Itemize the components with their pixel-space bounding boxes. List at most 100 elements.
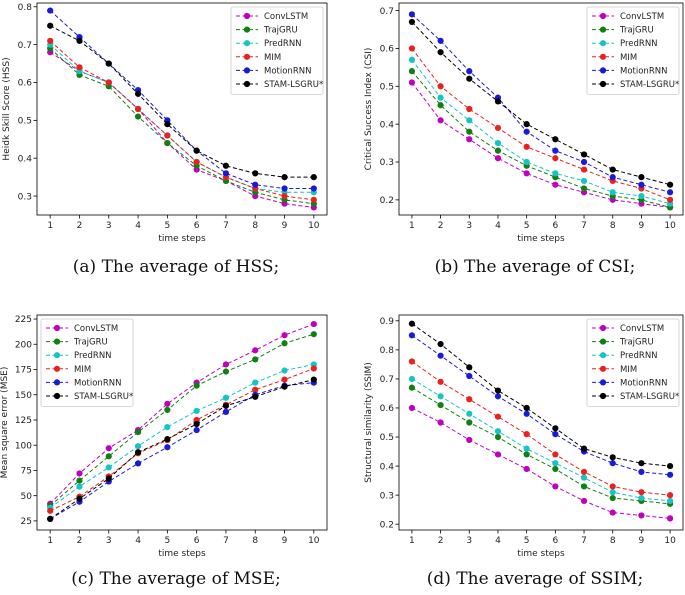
y-tick-label: 0.8 [380,346,395,356]
y-tick-label: 50 [21,492,33,502]
data-point [666,515,674,522]
data-point [310,185,317,192]
y-tick-label: 0.5 [380,82,394,92]
data-point [105,60,112,67]
data-point [466,68,473,75]
y-tick-label: 0.7 [18,41,32,51]
y-axis-label: Heidk Skill Score (HSS) [2,57,12,160]
x-tick-label: 5 [164,536,170,546]
legend-label: ConvLSTM [74,324,118,334]
data-point [164,139,171,147]
series-line [411,82,671,208]
legend: ConvLSTM TrajGRU PredRNN MIM MotionRNN STAM-L… [586,6,680,95]
data-point [408,18,416,26]
y-tick-label: 0.8 [18,3,33,13]
data-point [193,158,200,166]
y-axis-label: Critical Success Index (CSI) [364,48,374,171]
series-line [411,378,671,502]
legend-label: ConvLSTM [620,12,664,22]
data-point [523,158,530,166]
data-point [523,445,530,452]
x-tick-label: 3 [106,221,112,231]
x-tick-label: 1 [47,221,53,231]
x-tick-label: 2 [438,536,444,546]
x-tick-label: 6 [194,221,200,231]
data-point [134,449,142,456]
legend-marker [599,338,607,345]
data-point [47,507,54,514]
data-point [638,468,645,475]
y-tick-label: 75 [21,467,32,477]
data-point [310,365,317,372]
y-tick-label: 100 [15,441,32,451]
x-tick-label: 9 [639,221,645,231]
data-point [494,387,502,394]
data-point [466,136,473,143]
data-point [523,465,530,473]
legend-box [40,318,134,407]
data-point [281,383,288,390]
data-point [193,147,200,154]
series-trajgru [408,384,674,507]
legend-label: MIM [620,53,637,63]
series-motionrnn [408,11,674,196]
series-line [411,48,671,201]
data-point [494,124,502,132]
data-point [638,174,645,181]
legend-label: MotionRNN [620,66,667,76]
x-tick-label: 2 [77,536,83,546]
data-point [466,410,473,417]
data-point [609,494,616,502]
y-tick-label: 0.5 [380,433,394,443]
x-tick-label: 9 [282,536,288,546]
data-point [76,64,83,71]
series-line [49,382,314,520]
data-point [105,445,112,452]
data-point [252,393,259,400]
data-point [134,443,142,450]
data-point [105,79,112,86]
y-tick-label: 200 [15,340,32,350]
data-point [193,382,200,389]
data-point [466,117,473,124]
data-point [609,509,616,516]
legend-label: STAM-LSGRU* [620,392,679,402]
legend-marker [599,12,607,20]
data-point [281,376,288,383]
y-axis-label: Mean square error (MSE) [0,367,10,479]
data-point [523,121,530,128]
data-point [523,128,530,135]
data-point [134,428,142,436]
x-tick-label: 9 [639,536,645,546]
data-point [408,79,416,86]
data-point [134,113,142,120]
chart-caption: (b) The average of CSI; [435,257,636,277]
data-point [609,189,616,196]
data-point [552,465,559,473]
x-axis-label: time steps [158,234,206,244]
series-line [411,407,671,519]
data-point [310,376,317,383]
plot-frame [36,314,328,531]
legend-marker [599,53,607,60]
data-point [552,431,559,438]
data-point [523,404,530,412]
legend-label: TrajGRU [619,26,654,36]
series-predrnn [408,56,674,207]
data-point [164,121,171,128]
data-point [408,375,416,383]
legend-label: STAM-LSGRU* [74,392,133,402]
x-tick-label: 2 [77,221,83,231]
data-point [164,436,171,443]
data-point [437,83,444,90]
legend-label: TrajGRU [619,338,654,348]
data-point [580,158,588,166]
plot-frame [398,314,684,531]
chart-panel-3: 1 2 3 4 5 6 7 8 9 10 25 50 75 100 125 150 175 200 225 time … [0,314,328,589]
x-tick-label: 5 [164,221,170,231]
data-point [552,136,559,143]
chart-caption: (a) The average of HSS; [73,257,279,277]
series-mim [408,358,674,499]
x-tick-label: 2 [438,221,444,231]
data-point [666,181,674,188]
